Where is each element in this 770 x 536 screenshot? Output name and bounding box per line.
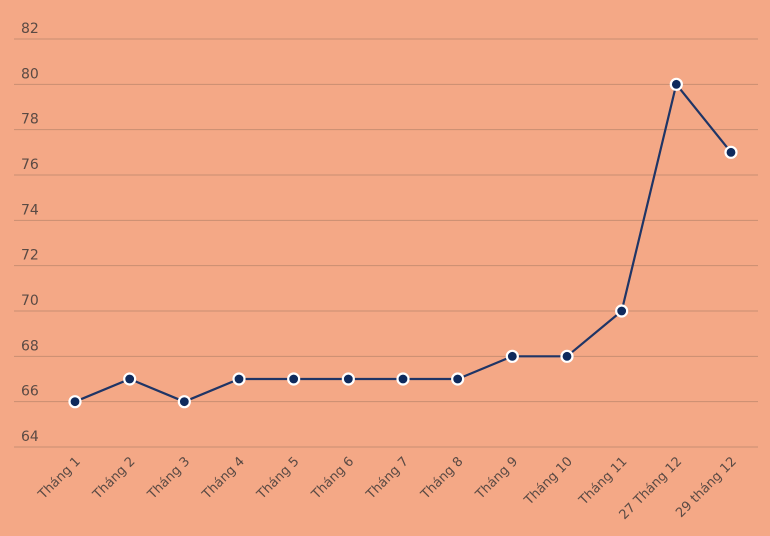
data-point [615,304,629,318]
x-tick-label: Tháng 5 [254,454,303,503]
data-point [287,372,301,386]
y-tick-label: 74 [21,202,39,218]
gridlines [14,38,758,448]
y-tick-label: 66 [21,384,39,400]
data-point [396,372,410,386]
y-tick-label: 76 [21,157,39,173]
data-point [669,77,683,91]
data-point [341,372,355,386]
data-point [177,395,191,409]
y-tick-label: 70 [21,293,39,309]
data-points [68,77,738,409]
data-point [68,395,82,409]
data-point [505,349,519,363]
data-point [451,372,465,386]
x-tick-label: Tháng 6 [308,454,357,503]
y-tick-label: 78 [21,112,39,128]
y-tick-label: 80 [21,66,39,82]
y-axis-ticks: 64 66 68 70 72 74 76 78 80 82 [21,21,39,445]
y-tick-label: 72 [21,248,39,264]
series-line [74,83,732,403]
data-point [232,372,246,386]
x-axis-ticks: Tháng 1 Tháng 2 Tháng 3 Tháng 4 Tháng 5 Tháng… [35,454,740,523]
x-tick-label: Tháng 10 [521,454,576,509]
y-tick-label: 68 [21,338,39,354]
x-tick-label: Tháng 8 [418,454,467,503]
data-point [724,145,738,159]
y-tick-label: 64 [21,429,39,445]
x-tick-label: Tháng 1 [35,454,84,503]
x-tick-label: Tháng 2 [90,454,139,503]
x-tick-label: Tháng 7 [363,454,412,503]
data-point [123,372,137,386]
y-tick-label: 82 [21,21,39,37]
x-tick-label: Tháng 9 [472,454,521,503]
data-point [560,349,574,363]
x-tick-label: Tháng 3 [144,454,193,503]
x-tick-label: Tháng 4 [199,454,248,503]
x-tick-label: Tháng 11 [576,454,631,509]
